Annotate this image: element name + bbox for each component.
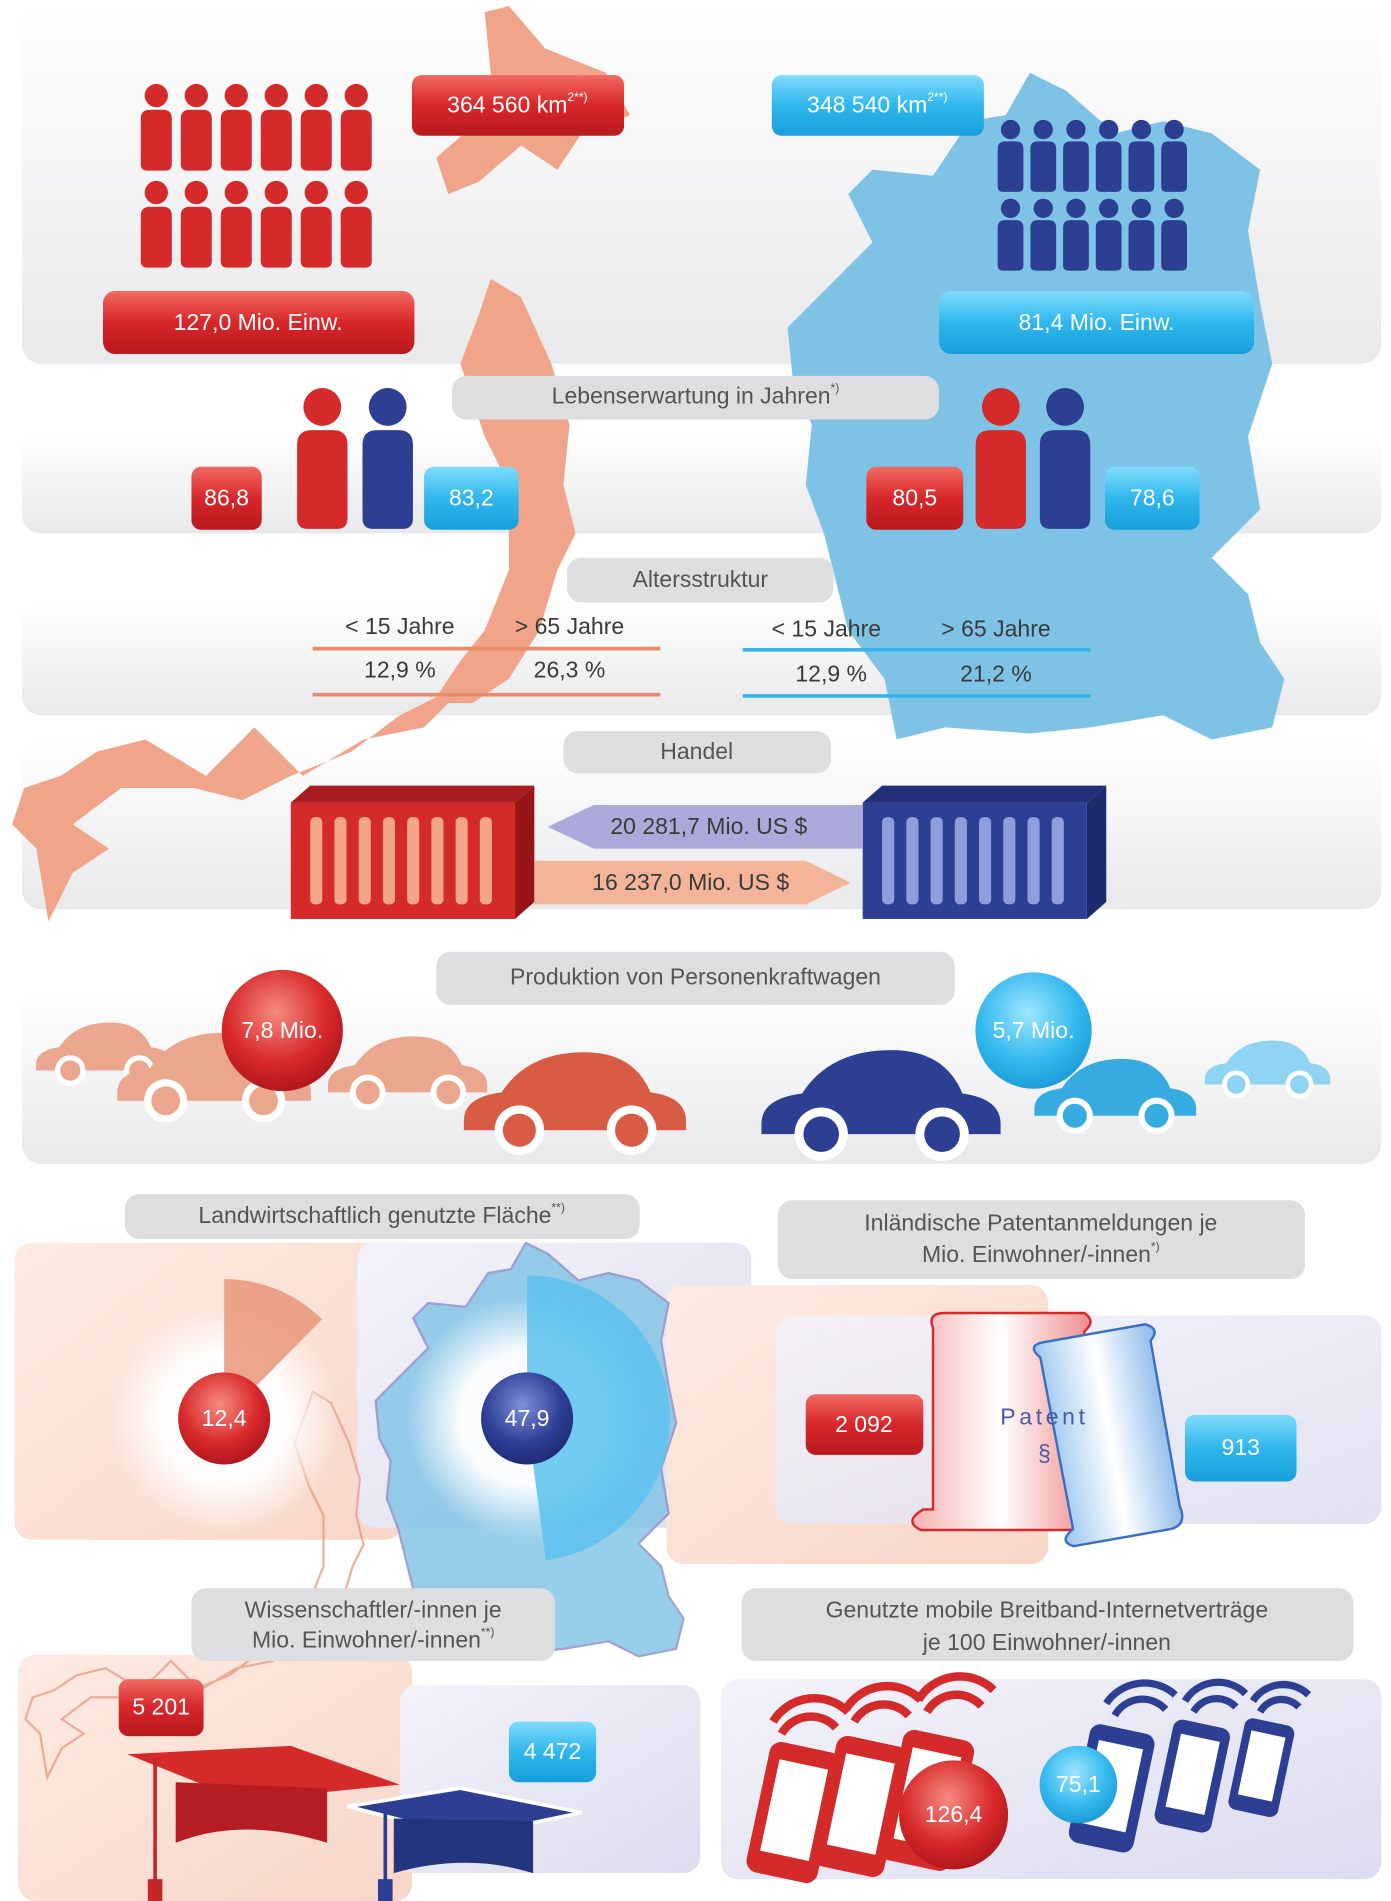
trade-to-germany: 16 237,0 Mio. US $ <box>592 869 789 895</box>
japan-over-65-label: > 65 Jahre <box>515 613 624 639</box>
germany-cars: 5,7 Mio. <box>993 1017 1075 1043</box>
germany-area: 348 540 km2**) <box>807 90 947 117</box>
patent-image-symbol: § <box>1038 1440 1051 1466</box>
japan-area: 364 560 km2**) <box>447 90 587 117</box>
trade-to-japan: 20 281,7 Mio. US $ <box>610 813 807 839</box>
germany-over-65: 21,2 % <box>960 660 1032 686</box>
woman-icon <box>976 388 1026 529</box>
germany-container <box>863 786 1107 919</box>
germany-under-15: 12,9 % <box>795 660 867 686</box>
age-structure-title: Altersstruktur <box>633 566 769 592</box>
japan-over-65: 26,3 % <box>534 657 606 683</box>
woman-icon <box>297 388 347 529</box>
man-icon <box>363 388 413 529</box>
text: Lebenserwartung in Jahren <box>552 383 831 409</box>
germany-agricultural-area: 47,9 <box>505 1405 550 1431</box>
broadband-title-line: je 100 Einwohner/-innen <box>922 1629 1171 1655</box>
footnote: **) <box>551 1201 564 1215</box>
germany-broadband: 75,1 <box>1056 1771 1101 1797</box>
footnote: 2**) <box>927 90 947 104</box>
japan-agricultural-area: 12,4 <box>202 1405 247 1431</box>
patent-image-text: Patent <box>1000 1404 1088 1430</box>
scientists-title-line: Mio. Einwohner/-innen**) <box>252 1625 494 1652</box>
japan-container <box>291 786 535 919</box>
life-expectancy-title: Lebenserwartung in Jahren*) <box>552 381 840 408</box>
japan-broadband: 126,4 <box>925 1801 983 1827</box>
man-icon <box>1040 388 1090 529</box>
footnote: *) <box>831 381 840 395</box>
text: Mio. Einwohner/-innen <box>252 1627 481 1653</box>
japan-population: 127,0 Mio. Einw. <box>174 309 343 335</box>
japan-women-value: 86,8 <box>204 485 249 511</box>
japan-cars: 7,8 Mio. <box>241 1017 323 1043</box>
japan-men-value: 83,2 <box>449 485 494 511</box>
japan-patents: 2 092 <box>835 1411 893 1437</box>
japan-scientists: 5 201 <box>132 1693 190 1719</box>
germany-over-65-label: > 65 Jahre <box>941 616 1050 642</box>
germany-under-15-label: < 15 Jahre <box>772 616 881 642</box>
text: Landwirtschaftlich genutzte Fläche <box>198 1202 551 1228</box>
trade-title: Handel <box>660 738 733 764</box>
footnote: 2**) <box>567 90 587 104</box>
japan-under-15-label: < 15 Jahre <box>345 613 454 639</box>
text: Mio. Einwohner/-innen <box>922 1241 1151 1267</box>
infographic: 364 560 km2**) 348 540 km2**) 127,0 Mio.… <box>0 0 1391 1901</box>
value: 348 540 km <box>807 92 927 118</box>
germany-population: 81,4 Mio. Einw. <box>1019 309 1175 335</box>
scientists-title-line: Wissenschaftler/-innen je <box>245 1596 502 1622</box>
patents-title-line: Mio. Einwohner/-innen*) <box>922 1240 1160 1267</box>
germany-men-value: 78,6 <box>1130 485 1175 511</box>
germany-women-value: 80,5 <box>892 485 937 511</box>
broadband-title-line: Genutzte mobile Breitband-Internetverträ… <box>826 1596 1269 1622</box>
footnote: *) <box>1151 1240 1160 1254</box>
car-production-title: Produktion von Personenkraftwagen <box>510 963 881 989</box>
japan-under-15: 12,9 % <box>364 657 436 683</box>
germany-scientists: 4 472 <box>524 1738 582 1764</box>
value: 364 560 km <box>447 92 567 118</box>
germany-patents: 913 <box>1222 1434 1260 1460</box>
footnote: **) <box>481 1625 494 1639</box>
patents-title-line: Inländische Patentanmeldungen je <box>864 1210 1217 1236</box>
agricultural-area-title: Landwirtschaftlich genutzte Fläche**) <box>198 1201 564 1228</box>
